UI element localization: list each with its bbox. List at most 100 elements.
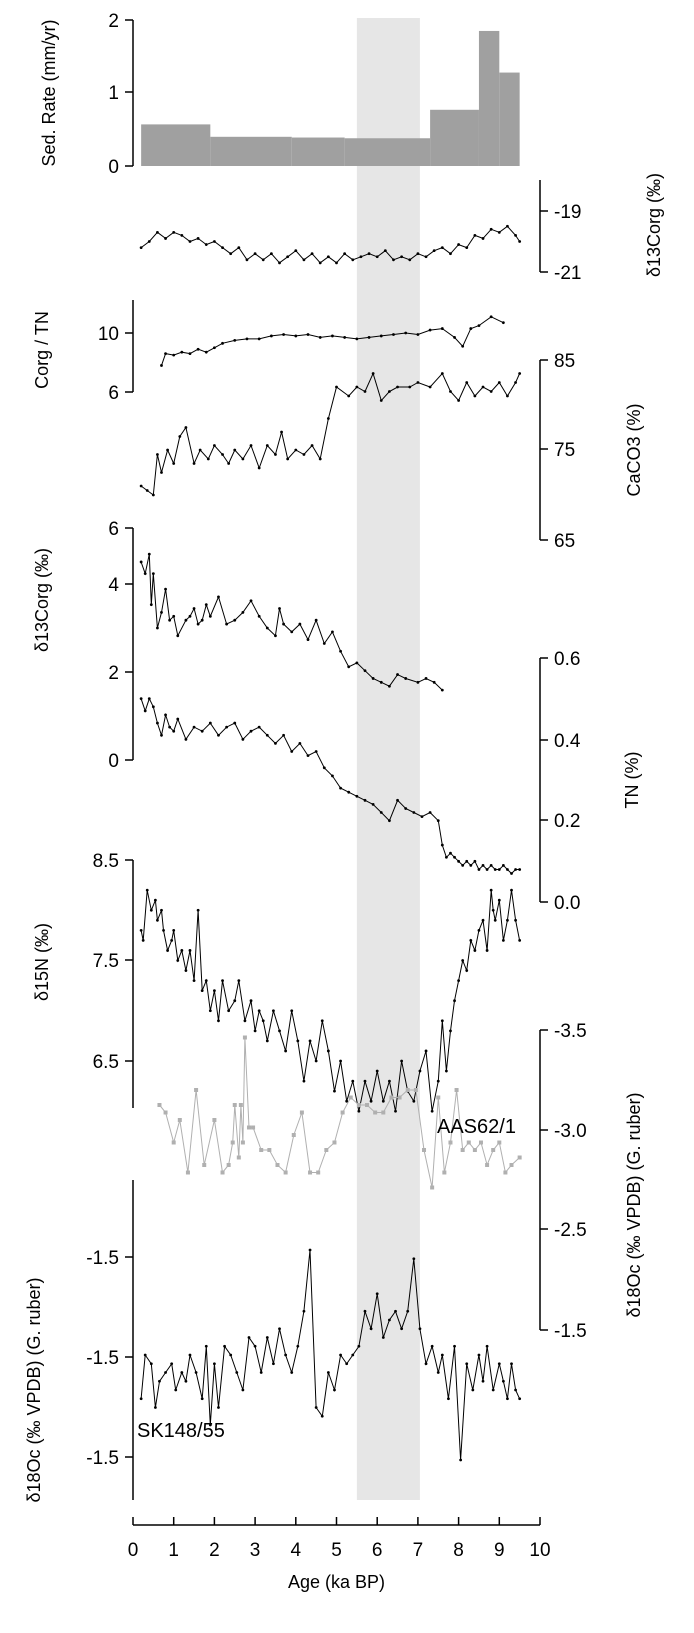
d18o_aas-point (509, 1163, 514, 1167)
d13c_org_top-point (432, 249, 436, 253)
corg_tn-point (469, 327, 473, 330)
corg_tn-point (477, 324, 481, 328)
tn-point (282, 733, 285, 737)
caco3-point (379, 399, 383, 402)
d15n-point (261, 1019, 265, 1023)
corg_tn-series-line (161, 316, 504, 366)
sed-rate-step (478, 30, 500, 167)
d18o_aas-point (291, 1133, 296, 1137)
d13c_org_top-point (489, 227, 493, 231)
d18o_sk-point (158, 1379, 161, 1383)
d15n-point (481, 918, 485, 922)
tn-point (453, 855, 456, 859)
corg_tn-point (204, 350, 208, 354)
d15n-point (333, 1089, 336, 1093)
d15n-point (418, 1069, 422, 1073)
caco3-point (310, 444, 314, 447)
d18o_sk-point (430, 1344, 434, 1348)
d18o_sk-point (241, 1388, 245, 1392)
corg_tn-point (164, 352, 167, 356)
caco3-point (440, 372, 444, 375)
d13c_org_top-point (457, 243, 460, 246)
caco3-point (518, 372, 522, 375)
d13c_org_mid-point (396, 673, 399, 676)
d15n-point (469, 939, 473, 942)
d15n-point (477, 928, 481, 932)
d13c_org_top-point (400, 255, 404, 259)
d15n-point (296, 1039, 300, 1043)
d15n-point (139, 928, 143, 932)
d18o_sk-point (333, 1388, 336, 1392)
tn-point (192, 725, 196, 729)
d18o_sk-point (308, 1248, 312, 1252)
d18o_sk-point (326, 1371, 330, 1374)
tn-point (461, 864, 465, 867)
d15n-point (213, 989, 216, 993)
d13c_org_mid-point (233, 618, 237, 622)
tn-axis-label: TN (%) (622, 752, 642, 809)
d18o_aas-point (324, 1148, 329, 1152)
d13c_org_mid-point (204, 603, 208, 607)
caco3-point (233, 448, 237, 452)
d13c_org_mid-point (151, 572, 155, 575)
caco3-point (473, 394, 477, 398)
caco3-point (457, 399, 460, 402)
d18o_aas-point (436, 1095, 441, 1100)
d18o_sk-point (265, 1336, 269, 1339)
d18o_aas-point (238, 1103, 243, 1107)
caco3-point (166, 448, 169, 452)
d13c_org_top-point (416, 252, 420, 256)
d18o_aas-point (422, 1148, 427, 1152)
d18o_sk-point (514, 1388, 517, 1392)
d15n-point (375, 1069, 379, 1073)
tn-point (274, 742, 277, 745)
d18o_sk-point (200, 1397, 204, 1401)
d15n-tick-label: 8.5 (93, 851, 119, 872)
d13c_org_mid-point (257, 614, 261, 618)
d18o_aas-point (381, 1110, 386, 1115)
d18o_sk-point (143, 1353, 147, 1357)
d18o_aas-point (373, 1110, 378, 1115)
corg_tn-point (489, 315, 493, 319)
d15n-point (308, 1039, 312, 1043)
d15n-point (272, 1009, 275, 1013)
d13c_org_mid-point (331, 630, 334, 634)
sed-rate-step (430, 109, 479, 166)
tn-point (506, 868, 509, 871)
d15n-point (153, 898, 157, 902)
corg_tn-point (318, 336, 322, 339)
d13c_org_top-point (139, 246, 143, 250)
d18o_sk-point (320, 1414, 324, 1418)
d15n-point (394, 1109, 397, 1113)
x-tick-label: 5 (331, 1540, 342, 1561)
caco3-point (449, 390, 452, 393)
corg_tn-point (306, 333, 310, 336)
x-tick-label: 1 (168, 1540, 179, 1561)
d13c_org_mid-point (176, 634, 180, 638)
d18o_sk-point (453, 1344, 456, 1348)
d13c_org_top-axis-label: δ13Corg (‰) (644, 173, 664, 277)
caco3-point (178, 435, 182, 438)
d13c_org_mid-point (314, 618, 318, 622)
d18o_aas-tick-label: -3.5 (554, 1021, 587, 1042)
corg_tn-point (233, 338, 237, 342)
caco3-series-line (140, 372, 521, 496)
d18o_sk-tick-label: -1.5 (86, 1248, 119, 1269)
d15n-tick-label: 6.5 (93, 1052, 119, 1073)
tn-point (306, 754, 310, 757)
tn-point (379, 811, 383, 814)
d18o_sk-point (440, 1353, 444, 1357)
d18o_sk-point (518, 1397, 522, 1401)
caco3-point (227, 462, 231, 465)
d18o_sk-point (381, 1336, 385, 1339)
d13c_org_mid-point (200, 618, 204, 622)
corg_tn-point (269, 334, 273, 338)
d13c_org_top-point (229, 252, 233, 256)
tn-point (172, 729, 176, 733)
caco3-point (151, 493, 155, 497)
d15n-point (514, 918, 517, 922)
d18o_sk-point (229, 1353, 233, 1357)
d18o_aas-point (267, 1148, 272, 1152)
d18o_aas-point (365, 1103, 370, 1107)
corg_tn-point (282, 333, 285, 336)
